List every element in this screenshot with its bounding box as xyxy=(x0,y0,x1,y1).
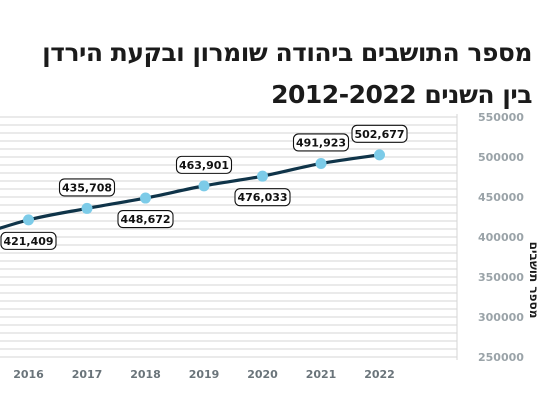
data-label-box xyxy=(117,210,174,229)
data-point xyxy=(81,202,93,214)
data-label: 502,677 xyxy=(354,128,404,141)
data-labels: 421,409 435,708 448,672 463,901 476,033 491,9… xyxy=(0,124,408,250)
data-point xyxy=(374,149,385,161)
x-tick-label: 2020 xyxy=(247,368,278,381)
x-tick-label: 2021 xyxy=(306,368,337,381)
data-point xyxy=(257,170,268,182)
chart-title-line-1: מספר התושבים ביהודה שומרון ובקעת הירדן xyxy=(42,38,532,67)
y-tick-label: 450000 xyxy=(478,191,524,204)
data-point xyxy=(198,180,210,192)
data-label: 476,033 xyxy=(237,191,287,204)
data-label-box xyxy=(234,188,291,207)
chart-title-line-2: בין השנים 2012-2022 xyxy=(271,80,532,109)
data-label-box xyxy=(0,231,57,250)
data-label: 491,923 xyxy=(296,136,346,149)
y-tick-label: 350000 xyxy=(478,271,524,284)
y-axis-ticks: 550000 500000 450000 400000 350000 300000 2500… xyxy=(478,111,524,364)
y-tick-label: 250000 xyxy=(478,351,524,364)
y-tick-label: 500000 xyxy=(478,151,524,164)
data-label: 435,708 xyxy=(62,181,112,194)
x-tick-label: 2019 xyxy=(189,368,220,381)
data-label: 448,672 xyxy=(120,213,170,226)
gridlines xyxy=(0,114,458,360)
data-label-box xyxy=(351,124,408,143)
data-label-box xyxy=(292,133,350,152)
x-tick-label: 2018 xyxy=(130,368,161,381)
y-tick-label: 300000 xyxy=(478,311,524,324)
data-label-box xyxy=(58,178,116,197)
x-tick-label: 2022 xyxy=(364,368,395,381)
data-point xyxy=(140,192,151,204)
data-points xyxy=(23,149,385,226)
data-point xyxy=(315,157,327,169)
x-axis-ticks: 2016 2017 2018 2019 2020 2021 2022 xyxy=(13,368,395,381)
x-tick-label: 2016 xyxy=(13,368,44,381)
x-tick-label: 2017 xyxy=(72,368,103,381)
data-label: 421,409 xyxy=(3,235,53,248)
data-label: 463,901 xyxy=(179,159,229,172)
y-tick-label: 550000 xyxy=(478,111,524,124)
data-label-box xyxy=(175,155,233,174)
data-point xyxy=(23,214,34,226)
y-tick-label: 400000 xyxy=(478,231,524,244)
